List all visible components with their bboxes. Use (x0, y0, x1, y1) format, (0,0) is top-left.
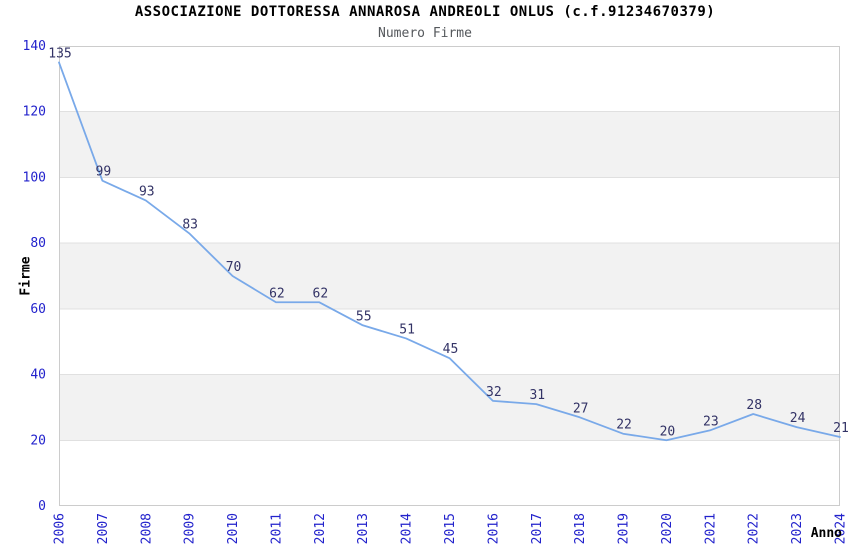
x-tick-label: 2019 (617, 513, 632, 544)
point-label: 135 (48, 46, 71, 61)
grid-band (59, 243, 840, 309)
y-tick-label: 20 (30, 433, 46, 448)
point-label: 83 (182, 217, 198, 232)
x-tick-label: 2011 (269, 513, 284, 544)
x-tick-label: 2009 (183, 513, 198, 544)
x-tick-label: 2020 (660, 513, 675, 544)
point-label: 21 (833, 421, 849, 436)
x-tick-label: 2010 (226, 513, 241, 544)
point-label: 99 (96, 165, 112, 180)
x-tick-label: 2021 (703, 513, 718, 544)
x-tick-label: 2014 (400, 513, 415, 544)
x-tick-label: 2006 (53, 513, 68, 544)
chart-subtitle: Numero Firme (378, 26, 472, 41)
y-tick-label: 100 (23, 170, 46, 185)
x-tick-label: 2016 (486, 513, 501, 544)
point-label: 55 (356, 309, 372, 324)
point-label: 27 (573, 401, 589, 416)
x-tick-label: 2018 (573, 513, 588, 544)
point-label: 24 (790, 411, 806, 426)
point-label: 51 (399, 322, 415, 337)
point-label: 70 (226, 260, 242, 275)
point-label: 28 (746, 398, 762, 413)
point-label: 22 (616, 418, 632, 433)
x-tick-label: 2012 (313, 513, 328, 544)
x-tick-label: 2022 (747, 513, 762, 544)
y-tick-label: 40 (30, 368, 46, 383)
y-tick-label: 80 (30, 236, 46, 251)
x-tick-label: 2013 (356, 513, 371, 544)
x-tick-label: 2008 (139, 513, 154, 544)
point-label: 45 (443, 342, 459, 357)
point-label: 32 (486, 385, 502, 400)
series-line (58, 61, 841, 442)
grid-band (59, 374, 840, 441)
x-tick-label: 2023 (790, 513, 805, 544)
x-tick-label: 2024 (834, 513, 849, 544)
chart-title: ASSOCIAZIONE DOTTORESSA ANNAROSA ANDREOL… (134, 4, 716, 20)
point-label: 20 (660, 424, 676, 439)
x-tick-label: 2007 (96, 513, 111, 544)
grid-band (59, 111, 840, 178)
x-tick-label: 2015 (443, 513, 458, 544)
point-label: 23 (703, 414, 719, 429)
x-axis-title: Anno (810, 526, 842, 541)
y-tick-label: 0 (38, 499, 46, 514)
x-tick-label: 2017 (530, 513, 545, 544)
point-label: 62 (269, 286, 285, 301)
y-tick-label: 140 (23, 39, 46, 54)
y-tick-label: 120 (23, 105, 46, 120)
plot-border (59, 46, 840, 506)
point-label: 31 (529, 388, 545, 403)
y-tick-label: 60 (30, 302, 46, 317)
point-label: 93 (139, 184, 155, 199)
point-label: 62 (313, 286, 329, 301)
